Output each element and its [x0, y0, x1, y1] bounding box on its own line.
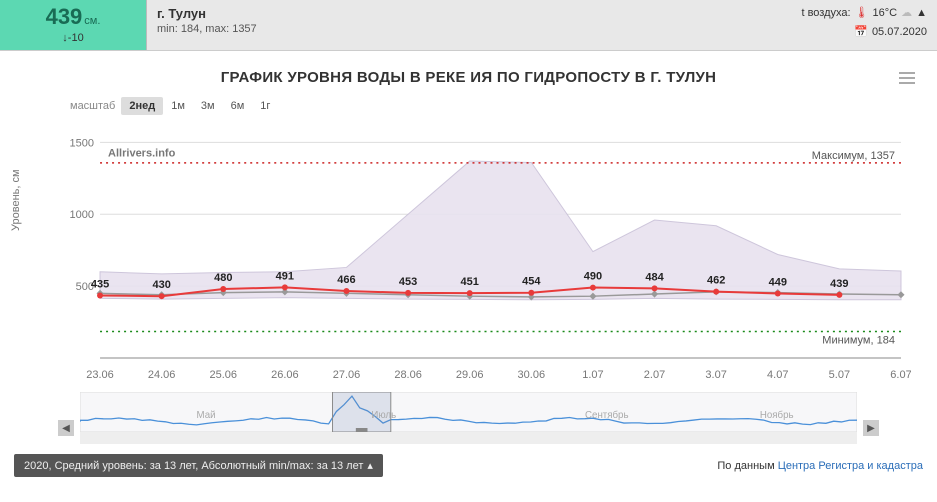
- svg-text:4.07: 4.07: [767, 369, 788, 381]
- temp-label: t воздуха:: [801, 7, 850, 19]
- svg-text:462: 462: [707, 275, 725, 287]
- svg-text:435: 435: [91, 278, 109, 290]
- svg-text:1.07: 1.07: [582, 369, 603, 381]
- temp-value: 16°C: [873, 7, 898, 19]
- scale-btn-1м[interactable]: 1м: [163, 97, 193, 115]
- thermometer-icon: 🌡: [855, 6, 869, 19]
- scale-btn-2нед[interactable]: 2нед: [121, 97, 163, 115]
- svg-text:25.06: 25.06: [209, 369, 237, 381]
- level-number: 439: [46, 4, 83, 29]
- footer-source-link[interactable]: Центра Регистра и кадастра: [778, 460, 923, 472]
- temperature-row: t воздуха: 🌡 16°C ☁ ▲: [801, 6, 927, 19]
- svg-text:Сентябрь: Сентябрь: [585, 410, 628, 421]
- footer-summary-text: 2020, Средний уровень: за 13 лет, Абсолю…: [24, 460, 363, 472]
- svg-text:Минимум, 184: Минимум, 184: [822, 335, 895, 347]
- scale-btn-3м[interactable]: 3м: [193, 97, 223, 115]
- svg-text:1000: 1000: [70, 209, 94, 221]
- svg-text:466: 466: [337, 274, 355, 286]
- header-date: 05.07.2020: [872, 26, 927, 38]
- calendar-icon: 📅: [854, 25, 868, 38]
- nav-arrow-right[interactable]: ▶: [863, 420, 879, 436]
- current-level-box: 439см. ↓-10: [0, 0, 147, 50]
- cloud-icon: ☁: [901, 6, 912, 19]
- svg-text:430: 430: [152, 279, 170, 291]
- svg-text:Июль: Июль: [371, 410, 396, 421]
- level-value: 439см.: [0, 4, 146, 30]
- city-name: г. Тулун: [157, 6, 781, 21]
- scale-row: масштаб 2нед1м3м6м1г: [16, 100, 921, 112]
- chart-menu-icon[interactable]: [899, 69, 915, 87]
- svg-text:26.06: 26.06: [271, 369, 299, 381]
- footer: 2020, Средний уровень: за 13 лет, Абсолю…: [0, 448, 937, 483]
- scale-btn-6м[interactable]: 6м: [223, 97, 253, 115]
- y-axis-label: Уровень, см: [10, 169, 22, 231]
- svg-text:2.07: 2.07: [644, 369, 665, 381]
- svg-text:451: 451: [461, 276, 479, 288]
- navigator[interactable]: ◀ МайИюльСентябрьНоябрь ▶: [80, 392, 857, 444]
- footer-source: По данным Центра Регистра и кадастра: [717, 460, 923, 472]
- svg-text:29.06: 29.06: [456, 369, 484, 381]
- svg-text:3.07: 3.07: [705, 369, 726, 381]
- svg-text:491: 491: [276, 270, 294, 282]
- svg-text:1500: 1500: [70, 137, 94, 149]
- svg-text:5.07: 5.07: [829, 369, 850, 381]
- svg-text:449: 449: [769, 276, 787, 288]
- svg-text:28.06: 28.06: [394, 369, 422, 381]
- svg-text:30.06: 30.06: [518, 369, 546, 381]
- svg-text:439: 439: [830, 278, 848, 290]
- scale-label: масштаб: [70, 100, 115, 112]
- svg-text:454: 454: [522, 276, 541, 288]
- svg-text:27.06: 27.06: [333, 369, 361, 381]
- svg-text:Максимум, 1357: Максимум, 1357: [812, 150, 895, 162]
- svg-text:453: 453: [399, 276, 417, 288]
- footer-source-prefix: По данным: [717, 460, 777, 472]
- date-row: 📅 05.07.2020: [801, 25, 927, 38]
- city-block: г. Тулун min: 184, max: 1357: [147, 0, 791, 41]
- svg-text:Май: Май: [197, 410, 216, 421]
- scale-btn-1г[interactable]: 1г: [252, 97, 278, 115]
- svg-text:6.07: 6.07: [890, 369, 911, 381]
- level-delta: ↓-10: [0, 32, 146, 44]
- caret-up-icon: ▴: [367, 459, 373, 472]
- svg-text:480: 480: [214, 272, 232, 284]
- minmax-label: min: 184, max: 1357: [157, 23, 781, 35]
- svg-text:24.06: 24.06: [148, 369, 176, 381]
- header-right: t воздуха: 🌡 16°C ☁ ▲ 📅 05.07.2020: [791, 0, 937, 44]
- header-bar: 439см. ↓-10 г. Тулун min: 184, max: 1357…: [0, 0, 937, 51]
- level-unit: см.: [84, 15, 100, 27]
- nav-arrow-left[interactable]: ◀: [58, 420, 74, 436]
- chart-title: ГРАФИК УРОВНЯ ВОДЫ В РЕКЕ ИЯ ПО ГИДРОПОС…: [16, 69, 921, 86]
- footer-summary[interactable]: 2020, Средний уровень: за 13 лет, Абсолю…: [14, 454, 383, 477]
- svg-text:23.06: 23.06: [86, 369, 114, 381]
- svg-text:Allrivers.info: Allrivers.info: [108, 147, 176, 159]
- svg-text:Ноябрь: Ноябрь: [760, 410, 794, 421]
- warning-icon[interactable]: ▲: [916, 7, 927, 19]
- svg-text:484: 484: [645, 271, 664, 283]
- chart-area: ГРАФИК УРОВНЯ ВОДЫ В РЕКЕ ИЯ ПО ГИДРОПОС…: [0, 51, 937, 448]
- svg-text:490: 490: [584, 271, 602, 283]
- plot[interactable]: 50010001500Allrivers.infoМаксимум, 1357М…: [70, 118, 911, 388]
